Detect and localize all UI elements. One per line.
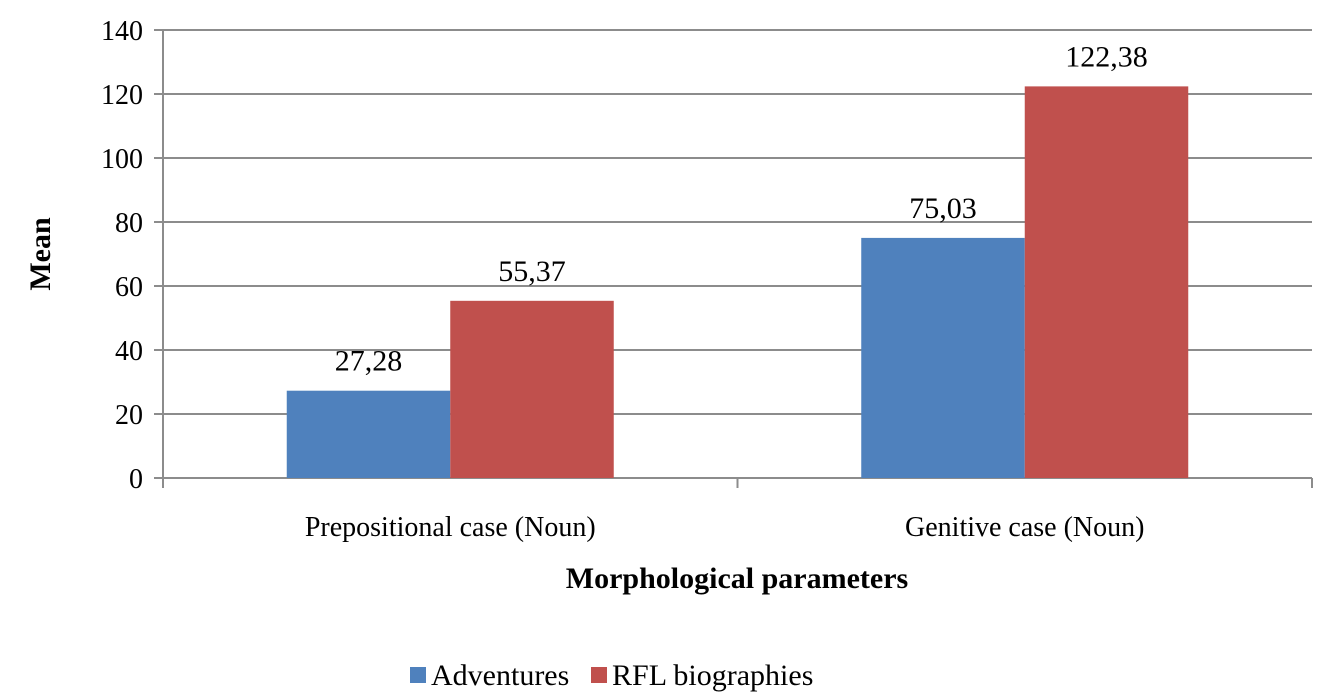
legend-label: RFL biographies xyxy=(612,659,813,692)
legend-swatch xyxy=(410,667,426,683)
y-tick-label: 0 xyxy=(129,464,143,495)
y-tick-label: 60 xyxy=(115,272,143,303)
x-tick-label: Genitive case (Noun) xyxy=(905,512,1144,543)
legend-swatch xyxy=(591,667,607,683)
y-tick-label: 20 xyxy=(115,400,143,431)
y-tick-label: 140 xyxy=(101,16,143,47)
x-tick-label: Prepositional case (Noun) xyxy=(305,512,596,543)
bar-rfl-biographies xyxy=(1024,86,1189,478)
data-label: 27,28 xyxy=(335,345,403,378)
bar-rfl-biographies xyxy=(450,300,614,478)
y-tick-label: 100 xyxy=(101,144,143,175)
y-tick-label: 80 xyxy=(115,208,143,239)
data-label: 122,38 xyxy=(1065,40,1148,73)
data-label: 55,37 xyxy=(498,255,566,288)
y-tick-label: 40 xyxy=(115,336,143,367)
bar-adventures xyxy=(286,390,451,478)
y-axis-title: Mean xyxy=(24,217,57,291)
data-label: 75,03 xyxy=(909,192,977,225)
bar-adventures xyxy=(861,237,1025,478)
legend-label: Adventures xyxy=(431,659,569,692)
y-tick-label: 120 xyxy=(101,80,143,111)
x-axis-title: Morphological parameters xyxy=(566,562,908,595)
